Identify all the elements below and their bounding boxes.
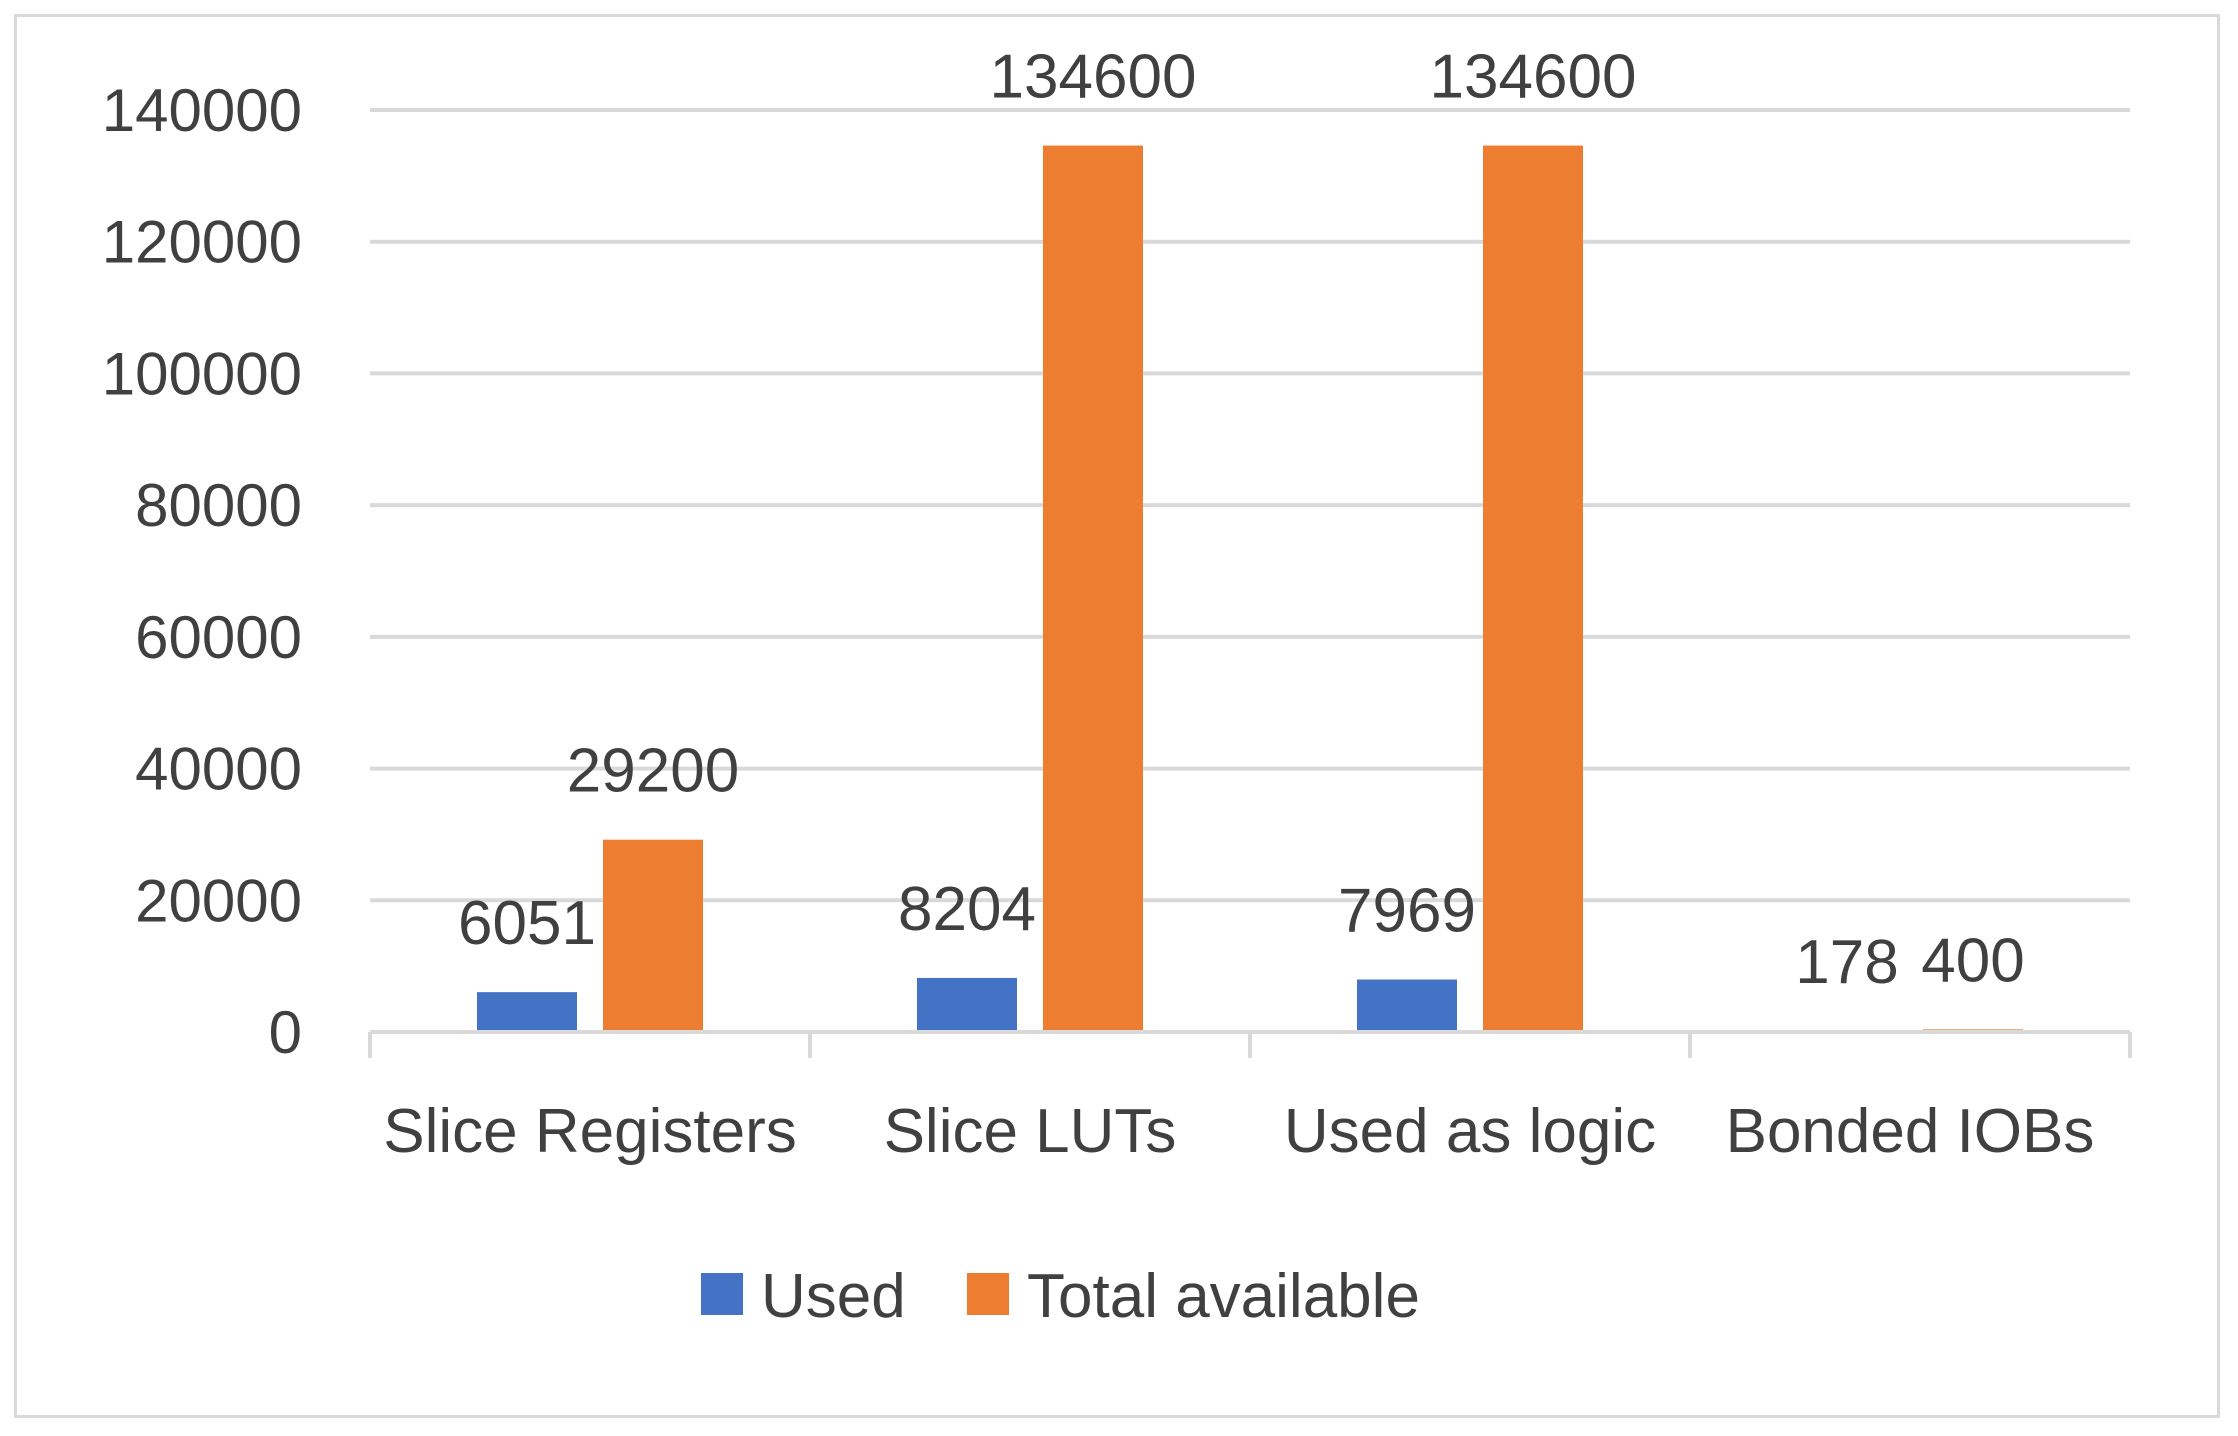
y-tick-label: 40000 bbox=[135, 736, 302, 803]
y-tick-label: 80000 bbox=[135, 472, 302, 539]
bar-used bbox=[917, 977, 1017, 1032]
data-label: 134600 bbox=[990, 43, 1197, 112]
data-label: 134600 bbox=[1430, 43, 1637, 112]
x-category-label: Slice Registers bbox=[383, 1097, 796, 1166]
data-label: 400 bbox=[1921, 926, 2024, 995]
legend: Used Total available bbox=[701, 1262, 1420, 1331]
data-label: 6051 bbox=[458, 889, 596, 958]
y-tick-label: 60000 bbox=[135, 604, 302, 671]
legend-swatch bbox=[701, 1273, 743, 1315]
legend-label: Total available bbox=[1027, 1262, 1420, 1331]
bars bbox=[477, 145, 2023, 1032]
x-axis bbox=[368, 1030, 2132, 1058]
x-category-label: Slice LUTs bbox=[884, 1097, 1177, 1166]
bar-total-available bbox=[1483, 145, 1583, 1032]
data-label: 7969 bbox=[1338, 877, 1476, 946]
x-category-label: Used as logic bbox=[1284, 1097, 1656, 1166]
bar-total-available bbox=[1043, 145, 1143, 1032]
y-tick-label: 140000 bbox=[102, 77, 302, 144]
legend-swatch bbox=[967, 1273, 1009, 1315]
y-tick-label: 100000 bbox=[102, 340, 302, 407]
bar-total-available bbox=[603, 839, 703, 1032]
y-tick-label: 20000 bbox=[135, 867, 302, 934]
data-label: 178 bbox=[1795, 928, 1898, 997]
data-label: 29200 bbox=[567, 737, 739, 806]
x-category-label: Bonded IOBs bbox=[1726, 1097, 2095, 1166]
y-tick-label: 120000 bbox=[102, 209, 302, 276]
data-label: 8204 bbox=[898, 875, 1036, 944]
y-tick-label: 0 bbox=[269, 999, 302, 1066]
bar-used bbox=[477, 992, 577, 1032]
x-axis-category-labels: Slice Registers Slice LUTs Used as logic Bo… bbox=[383, 1097, 2094, 1166]
legend-label: Used bbox=[761, 1262, 906, 1331]
y-axis-tick-labels: 0 20000 40000 60000 80000 100000 120000 140000 bbox=[102, 77, 302, 1066]
data-labels: 6051 29200 8204 134600 7969 134600 178 400 bbox=[458, 43, 2025, 997]
bar-used bbox=[1357, 979, 1457, 1032]
